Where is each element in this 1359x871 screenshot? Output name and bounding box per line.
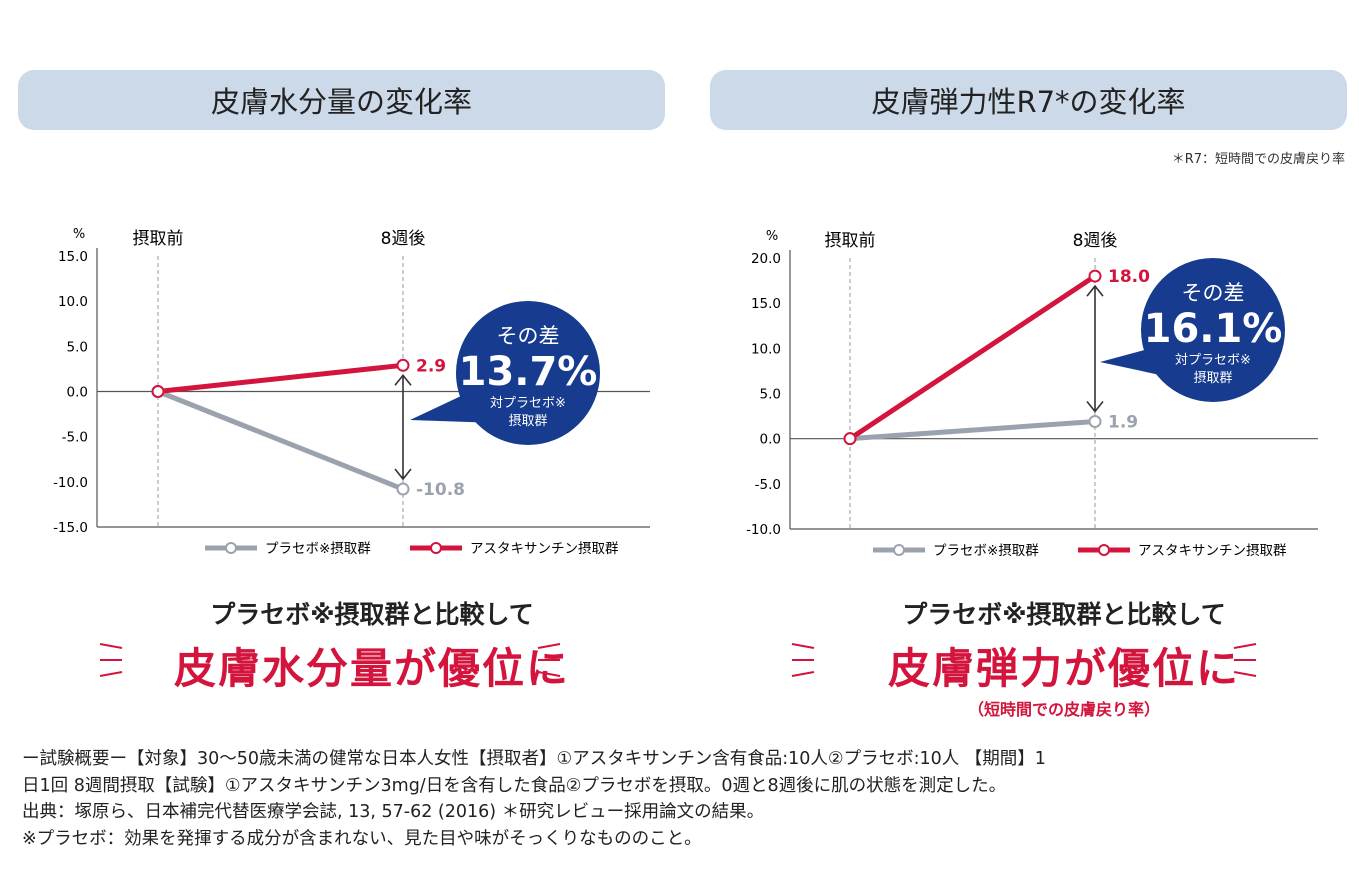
data-point (151, 385, 165, 398)
r7-note: ＊R7：短時間での皮膚戻り率 (1171, 152, 1345, 167)
footer-line: ー試験概要ー【対象】30～50歳未満の健常な日本人女性【摂取者】①アスタキサンチ… (22, 749, 1046, 769)
y-tick-label: 15.0 (58, 249, 88, 265)
legend-label: アスタキサンチン摂取群 (1138, 543, 1287, 559)
bubble-head: その差 (497, 324, 560, 348)
x-tick-label: 摂取前 (825, 231, 876, 251)
legend-marker (430, 542, 442, 554)
emphasis-mark (1233, 671, 1257, 677)
difference-arrow (394, 374, 412, 481)
bubble-sub: 対プラセボ※ (1175, 353, 1251, 368)
data-point (396, 358, 410, 372)
comparison-right: プラセボ※摂取群と比較して 皮膚弾力が優位に （短時間での皮膚戻り率） (784, 595, 1344, 720)
data-label: -10.8 (416, 480, 465, 500)
y-tick-label: 10.0 (58, 294, 88, 310)
legend-marker (1098, 544, 1110, 556)
footer-notes: ー試験概要ー【対象】30～50歳未満の健常な日本人女性【摂取者】①アスタキサンチ… (22, 746, 1046, 852)
bubble-value: 13.7% (459, 349, 598, 395)
y-unit: % (766, 229, 778, 244)
difference-arrow (1086, 284, 1104, 413)
comparison-line2: 皮膚水分量が優位に (173, 644, 570, 693)
comparison-line1: プラセボ※摂取群と比較して (210, 600, 534, 629)
y-tick-label: 10.0 (751, 341, 781, 357)
data-point (1088, 415, 1102, 429)
comparison-line2: 皮膚弾力が優位に (887, 644, 1240, 693)
y-tick-label: -5.0 (755, 477, 781, 493)
y-tick-label: 5.0 (67, 339, 88, 355)
legend-label: プラセボ※摂取群 (265, 541, 371, 557)
series-line-0 (157, 389, 404, 492)
emphasis-mark (537, 643, 561, 649)
comparison-line1: プラセボ※摂取群と比較して (902, 600, 1226, 629)
bubble-sub: 摂取群 (1193, 370, 1232, 386)
comparison-line3: （短時間での皮膚戻り率） (967, 700, 1160, 719)
data-point (396, 482, 410, 496)
x-tick-label: 摂取前 (133, 229, 184, 249)
footer-line: 出典：塚原ら、日本補完代替医療学会誌, 13, 57-62 (2016) ＊研究… (22, 802, 765, 822)
emphasis-mark (537, 671, 561, 677)
legend-marker (225, 542, 237, 554)
data-label: 2.9 (416, 356, 446, 376)
y-tick-label: 15.0 (751, 296, 781, 312)
emphasis-mark (791, 643, 815, 649)
y-tick-label: -15.0 (53, 520, 88, 536)
y-tick-label: -10.0 (53, 475, 88, 491)
emphasis-mark (1233, 643, 1257, 649)
bubble-value: 16.1% (1144, 306, 1283, 352)
emphasis-mark (791, 671, 815, 677)
x-tick-label: 8週後 (381, 229, 426, 249)
difference-bubble (1141, 258, 1285, 402)
y-tick-label: -10.0 (746, 522, 781, 538)
y-unit: % (73, 227, 85, 242)
chart-title-elasticity: 皮膚弾力性R7*の変化率 (710, 70, 1347, 130)
data-point (1088, 269, 1102, 283)
footer-line: 日1回 8週間摂取【試験】①アスタキサンチン3mg/日を含有した食品②プラセボを… (22, 775, 1007, 796)
bubble-sub: 対プラセボ※ (490, 396, 566, 411)
legend-label: アスタキサンチン摂取群 (470, 541, 619, 557)
y-tick-label: -5.0 (62, 430, 88, 446)
data-point (843, 432, 857, 446)
y-tick-label: 20.0 (751, 251, 781, 267)
bubble-head: その差 (1182, 281, 1245, 305)
y-tick-label: 0.0 (67, 385, 88, 401)
legend-marker (893, 544, 905, 556)
data-label: 18.0 (1108, 267, 1150, 287)
bubble-sub: 摂取群 (508, 413, 547, 429)
y-tick-label: 5.0 (760, 387, 781, 403)
data-label: 1.9 (1108, 413, 1138, 433)
y-tick-label: 0.0 (760, 432, 781, 448)
series-line-0 (849, 419, 1096, 442)
comparison-left: プラセボ※摂取群と比較して 皮膚水分量が優位に (92, 595, 652, 696)
chart-title-moisture: 皮膚水分量の変化率 (18, 70, 665, 130)
emphasis-mark (99, 643, 123, 649)
series-line-1 (157, 362, 404, 394)
footer-line: ※プラセボ：効果を発揮する成分が含まれない、見た目や味がそっくりなもののこと。 (22, 828, 702, 849)
series-line-1 (848, 273, 1097, 441)
x-tick-label: 8週後 (1073, 231, 1118, 251)
difference-bubble (456, 301, 600, 445)
legend-label: プラセボ※摂取群 (933, 543, 1039, 559)
emphasis-mark (99, 671, 123, 677)
